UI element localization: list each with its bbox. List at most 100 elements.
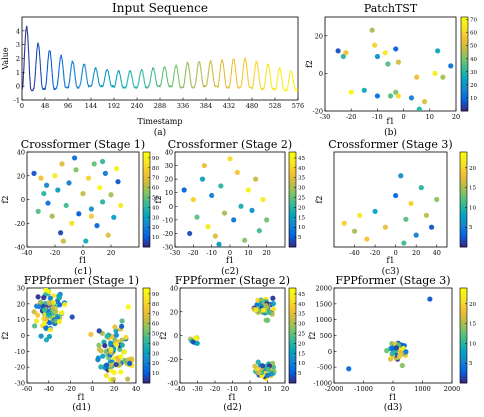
scatter-point bbox=[52, 173, 58, 179]
scatter-point bbox=[387, 93, 394, 99]
colorbar-segment bbox=[289, 228, 296, 231]
scatter-point bbox=[97, 185, 103, 191]
colorbar-tick-label: 30 bbox=[152, 215, 159, 221]
colorbar-segment bbox=[289, 180, 296, 184]
x-tick-label: -20 bbox=[50, 249, 60, 257]
colorbar-segment bbox=[143, 154, 150, 158]
scatter-point bbox=[393, 46, 399, 52]
scatter-point bbox=[227, 156, 233, 162]
scatter-point bbox=[125, 376, 131, 382]
colorbar-segment bbox=[460, 373, 467, 377]
colorbar-segment bbox=[460, 359, 467, 363]
colorbar-segment bbox=[461, 87, 468, 91]
x-tick-label: -20 bbox=[346, 113, 356, 121]
colorbar-segment bbox=[460, 352, 467, 355]
colorbar-segment bbox=[289, 152, 296, 155]
colorbar-segment bbox=[461, 89, 468, 93]
x-tick-label: 144 bbox=[85, 102, 97, 110]
x-tick-label: 20 bbox=[263, 249, 271, 257]
scatter-point bbox=[427, 296, 433, 302]
colorbar-segment bbox=[289, 364, 296, 367]
scatter-point bbox=[260, 196, 266, 203]
colorbar-segment bbox=[289, 345, 296, 348]
colorbar-segment bbox=[461, 54, 468, 58]
scatter-point bbox=[343, 50, 349, 56]
colorbar-segment bbox=[289, 209, 296, 212]
scatter-point bbox=[418, 185, 424, 191]
colorbar-segment bbox=[461, 103, 468, 107]
colorbar-segment bbox=[461, 52, 468, 55]
colorbar-segment bbox=[460, 230, 467, 234]
colorbar-tick-label: 40 bbox=[152, 205, 159, 211]
y-axis-label: f2 bbox=[154, 195, 163, 203]
colorbar-segment bbox=[461, 56, 468, 60]
scatter-point bbox=[403, 349, 409, 355]
colorbar-segment bbox=[289, 232, 296, 236]
x-tick-label: 40 bbox=[132, 385, 140, 393]
scatter-point bbox=[45, 200, 51, 206]
colorbar-segment bbox=[143, 187, 150, 191]
scatter-point bbox=[242, 237, 248, 243]
scatter-point bbox=[209, 192, 215, 199]
y-tick-label: 1 bbox=[16, 69, 20, 77]
x-tick-label: 20 bbox=[107, 249, 115, 257]
scatter-point bbox=[384, 348, 390, 354]
colorbar-segment bbox=[143, 201, 150, 205]
colorbar-frame bbox=[459, 151, 468, 248]
scatter-point bbox=[372, 42, 378, 48]
colorbar-segment bbox=[460, 380, 467, 384]
x-axis-label: f1 bbox=[228, 393, 236, 402]
colorbar-segment bbox=[289, 185, 296, 189]
scatter-point bbox=[372, 208, 378, 214]
colorbar-segment bbox=[289, 187, 296, 191]
y-tick-label: 0 bbox=[21, 332, 25, 340]
colorbar-segment bbox=[143, 354, 150, 358]
scatter-point bbox=[218, 183, 224, 189]
scatter-point bbox=[38, 333, 44, 339]
panel-caption: (b) bbox=[384, 127, 397, 138]
x-tick-label: 432 bbox=[223, 102, 235, 110]
scatter-point bbox=[96, 328, 102, 334]
scatter-point bbox=[118, 369, 124, 375]
chart-fpp1: FPPformer (Stage 1) -60 -40 -20 0 20 40 -30 -20 -… bbox=[1, 274, 159, 413]
y-tick-label: -20 bbox=[163, 230, 173, 238]
colorbar-segment bbox=[289, 159, 296, 162]
colorbar-segment bbox=[460, 304, 467, 308]
colorbar-tick-label: 30 bbox=[470, 70, 477, 76]
colorbar-segment bbox=[460, 323, 467, 327]
colorbar-segment bbox=[460, 318, 467, 322]
colorbar-tick-label: 80 bbox=[152, 302, 159, 308]
colorbar-segment bbox=[461, 38, 468, 41]
scatter-point bbox=[88, 213, 94, 219]
colorbar-tick-label: 5 bbox=[469, 225, 473, 231]
marks bbox=[346, 296, 433, 372]
colorbar-segment bbox=[143, 159, 150, 162]
colorbar-segment bbox=[143, 356, 150, 360]
colorbar-segment bbox=[460, 185, 467, 189]
colorbar-segment bbox=[143, 288, 150, 291]
y-axis-label: f2 bbox=[305, 60, 314, 68]
scatter-point bbox=[69, 314, 75, 320]
scatter-point bbox=[260, 307, 266, 313]
colorbar-segment bbox=[289, 335, 296, 339]
colorbar-segment bbox=[289, 242, 296, 246]
colorbar-segment bbox=[143, 364, 150, 367]
x-tick-label: -10 bbox=[206, 249, 216, 257]
scatter-point bbox=[193, 335, 199, 341]
colorbar-segment bbox=[460, 356, 467, 360]
panel-caption: (d2) bbox=[223, 402, 242, 413]
colorbar-segment bbox=[460, 295, 467, 298]
colorbar-segment bbox=[460, 237, 467, 241]
scatter-point bbox=[266, 309, 272, 316]
colorbar-segment bbox=[143, 311, 150, 315]
colorbar-segment bbox=[460, 371, 467, 374]
scatter-point bbox=[35, 208, 41, 214]
x-axis-label: f1 bbox=[386, 117, 394, 126]
panel-caption: (c2) bbox=[221, 266, 239, 277]
x-tick-label: -20 bbox=[210, 385, 220, 393]
scatter-point bbox=[96, 342, 102, 348]
scatter-point bbox=[374, 53, 380, 60]
colorbar-segment bbox=[460, 309, 467, 313]
colorbar-segment bbox=[461, 71, 468, 74]
